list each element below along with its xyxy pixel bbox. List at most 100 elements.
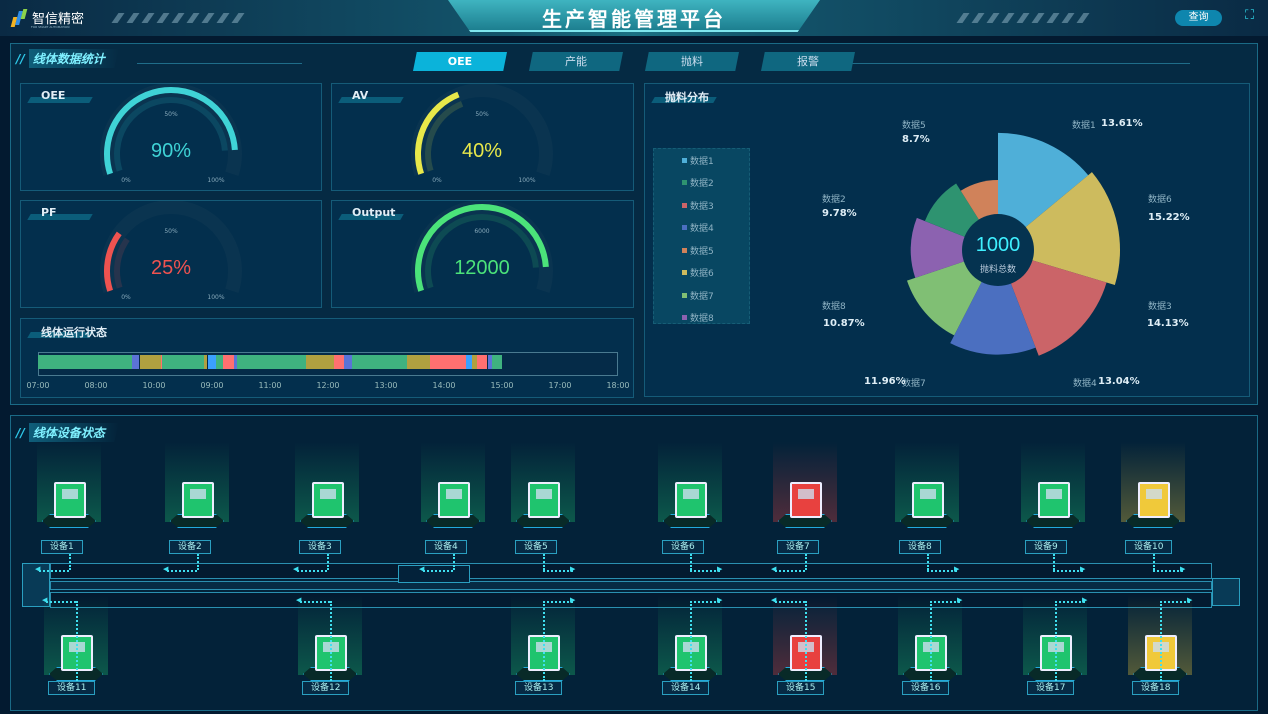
pie-slice-name: 数据8 — [822, 302, 846, 312]
pie-slice[interactable] — [950, 282, 1036, 355]
timeline-segment-idle — [466, 355, 473, 369]
legend-item[interactable]: 数据3 — [654, 194, 749, 217]
equipment-设备2[interactable] — [162, 442, 232, 542]
logo-text: 智信精密 — [32, 12, 85, 27]
tab-capacity[interactable]: 产能 — [529, 52, 623, 71]
equipment-label[interactable]: 设备6 — [662, 540, 704, 554]
section-title: 线体数据统计 — [28, 49, 119, 68]
fullscreen-icon[interactable]: ⛶ — [1245, 8, 1255, 23]
timeline-segment-stop — [487, 355, 493, 369]
legend-item[interactable]: 数据5 — [654, 239, 749, 262]
gauge-oee: OEE 90% 50% 0% 100% — [20, 83, 322, 191]
pie-slice-percent: 11.96% — [864, 376, 906, 387]
legend-item[interactable]: 数据6 — [654, 262, 749, 285]
equipment-设备6[interactable] — [655, 442, 725, 542]
arrow-left-icon: ◀ — [163, 565, 169, 573]
flow-arrow — [297, 570, 327, 572]
gauge-pf: PF 25% 50% 0% 100% — [20, 200, 322, 308]
pie-center-value: 1000 — [975, 234, 1021, 256]
conveyor-lane-top — [50, 563, 1212, 579]
equipment-设备4[interactable] — [418, 442, 488, 542]
equipment-label[interactable]: 设备8 — [899, 540, 941, 554]
legend-item[interactable]: 数据7 — [654, 284, 749, 307]
equipment-设备8[interactable] — [892, 442, 962, 542]
tab-alarm[interactable]: 报警 — [761, 52, 855, 71]
equipment-label[interactable]: 设备1 — [41, 540, 83, 554]
timeline-segment-run — [352, 355, 408, 369]
equipment-label[interactable]: 设备10 — [1125, 540, 1173, 554]
equipment-label[interactable]: 设备17 — [1027, 681, 1075, 695]
flow-connector — [330, 601, 332, 681]
arrow-right-icon: ▶ — [957, 596, 963, 604]
flow-connector — [927, 554, 929, 570]
arrow-right-icon: ▶ — [570, 565, 576, 573]
flow-arrow — [930, 601, 960, 603]
timeline-segment-run — [161, 355, 205, 369]
pie-slice[interactable] — [1010, 260, 1107, 356]
equipment-label[interactable]: 设备4 — [425, 540, 467, 554]
gauge-arc — [411, 84, 553, 176]
gauge-value: 40% — [461, 140, 503, 162]
pie-slice[interactable] — [907, 261, 982, 336]
pie-slice[interactable] — [998, 132, 1089, 228]
pie-slice[interactable] — [924, 183, 979, 237]
equipment-label[interactable]: 设备18 — [1132, 681, 1180, 695]
tab-oee[interactable]: OEE — [413, 52, 507, 71]
flow-connector — [690, 554, 692, 570]
equipment-设备10[interactable] — [1118, 442, 1188, 542]
legend-label: 数据2 — [690, 179, 714, 190]
equipment-label[interactable]: 设备14 — [662, 681, 710, 695]
equipment-label[interactable]: 设备2 — [169, 540, 211, 554]
pie-slice[interactable] — [1025, 172, 1120, 285]
equipment-设备7[interactable] — [770, 442, 840, 542]
pie-slice-percent: 14.13% — [1147, 318, 1189, 329]
gauge-value: 12000 — [454, 257, 510, 279]
flow-arrow — [775, 601, 805, 603]
legend-label: 数据5 — [690, 246, 714, 257]
equipment-label[interactable]: 设备11 — [48, 681, 96, 695]
gauge-label: Output — [352, 206, 396, 219]
pie-slice[interactable] — [960, 180, 998, 220]
timeline-segment-wait — [140, 355, 161, 369]
gauge-inner-fill — [425, 214, 539, 289]
legend-item[interactable]: 数据4 — [654, 217, 749, 240]
equipment-label[interactable]: 设备9 — [1025, 540, 1067, 554]
equipment-设备1[interactable] — [34, 442, 104, 542]
legend-label: 数据3 — [690, 201, 714, 212]
pie-slice[interactable] — [910, 217, 965, 278]
flow-arrow — [167, 570, 197, 572]
gauge-value: 90% — [150, 140, 192, 162]
legend-item[interactable]: 数据8 — [654, 307, 749, 330]
rose-chart — [907, 132, 1120, 356]
equipment-label[interactable]: 设备5 — [515, 540, 557, 554]
pie-slice-name: 数据4 — [1073, 379, 1097, 389]
gauge-mid-label: 50% — [475, 111, 489, 118]
timeline-tick: 14:00 — [432, 381, 456, 390]
machine-icon — [1138, 482, 1170, 518]
gauge-arc — [411, 201, 553, 293]
equipment-label[interactable]: 设备12 — [302, 681, 350, 695]
logo-mark-icon — [10, 8, 28, 27]
equipment-label[interactable]: 设备3 — [299, 540, 341, 554]
equipment-设备3[interactable] — [292, 442, 362, 542]
query-button[interactable]: 查询 — [1175, 10, 1222, 26]
equipment-label[interactable]: 设备7 — [777, 540, 819, 554]
legend-item[interactable]: 数据1 — [654, 149, 749, 172]
gauge-mid-label: 50% — [164, 228, 178, 235]
flow-connector — [930, 601, 932, 681]
flow-connector — [197, 554, 199, 570]
tab-throw[interactable]: 抛料 — [645, 52, 739, 71]
equipment-设备9[interactable] — [1018, 442, 1088, 542]
equipment-label[interactable]: 设备15 — [777, 681, 825, 695]
flow-arrow — [39, 570, 69, 572]
timeline-segment-run — [215, 355, 223, 369]
equipment-label[interactable]: 设备13 — [515, 681, 563, 695]
timeline-segment-alarm — [160, 355, 162, 369]
legend-item[interactable]: 数据2 — [654, 172, 749, 195]
equipment-设备5[interactable] — [508, 442, 578, 542]
timeline-title: 线体运行状态 — [41, 326, 107, 339]
slash-icon: // — [16, 425, 25, 440]
divider — [850, 63, 1190, 64]
timeline-segment-run — [38, 355, 132, 369]
equipment-label[interactable]: 设备16 — [902, 681, 950, 695]
